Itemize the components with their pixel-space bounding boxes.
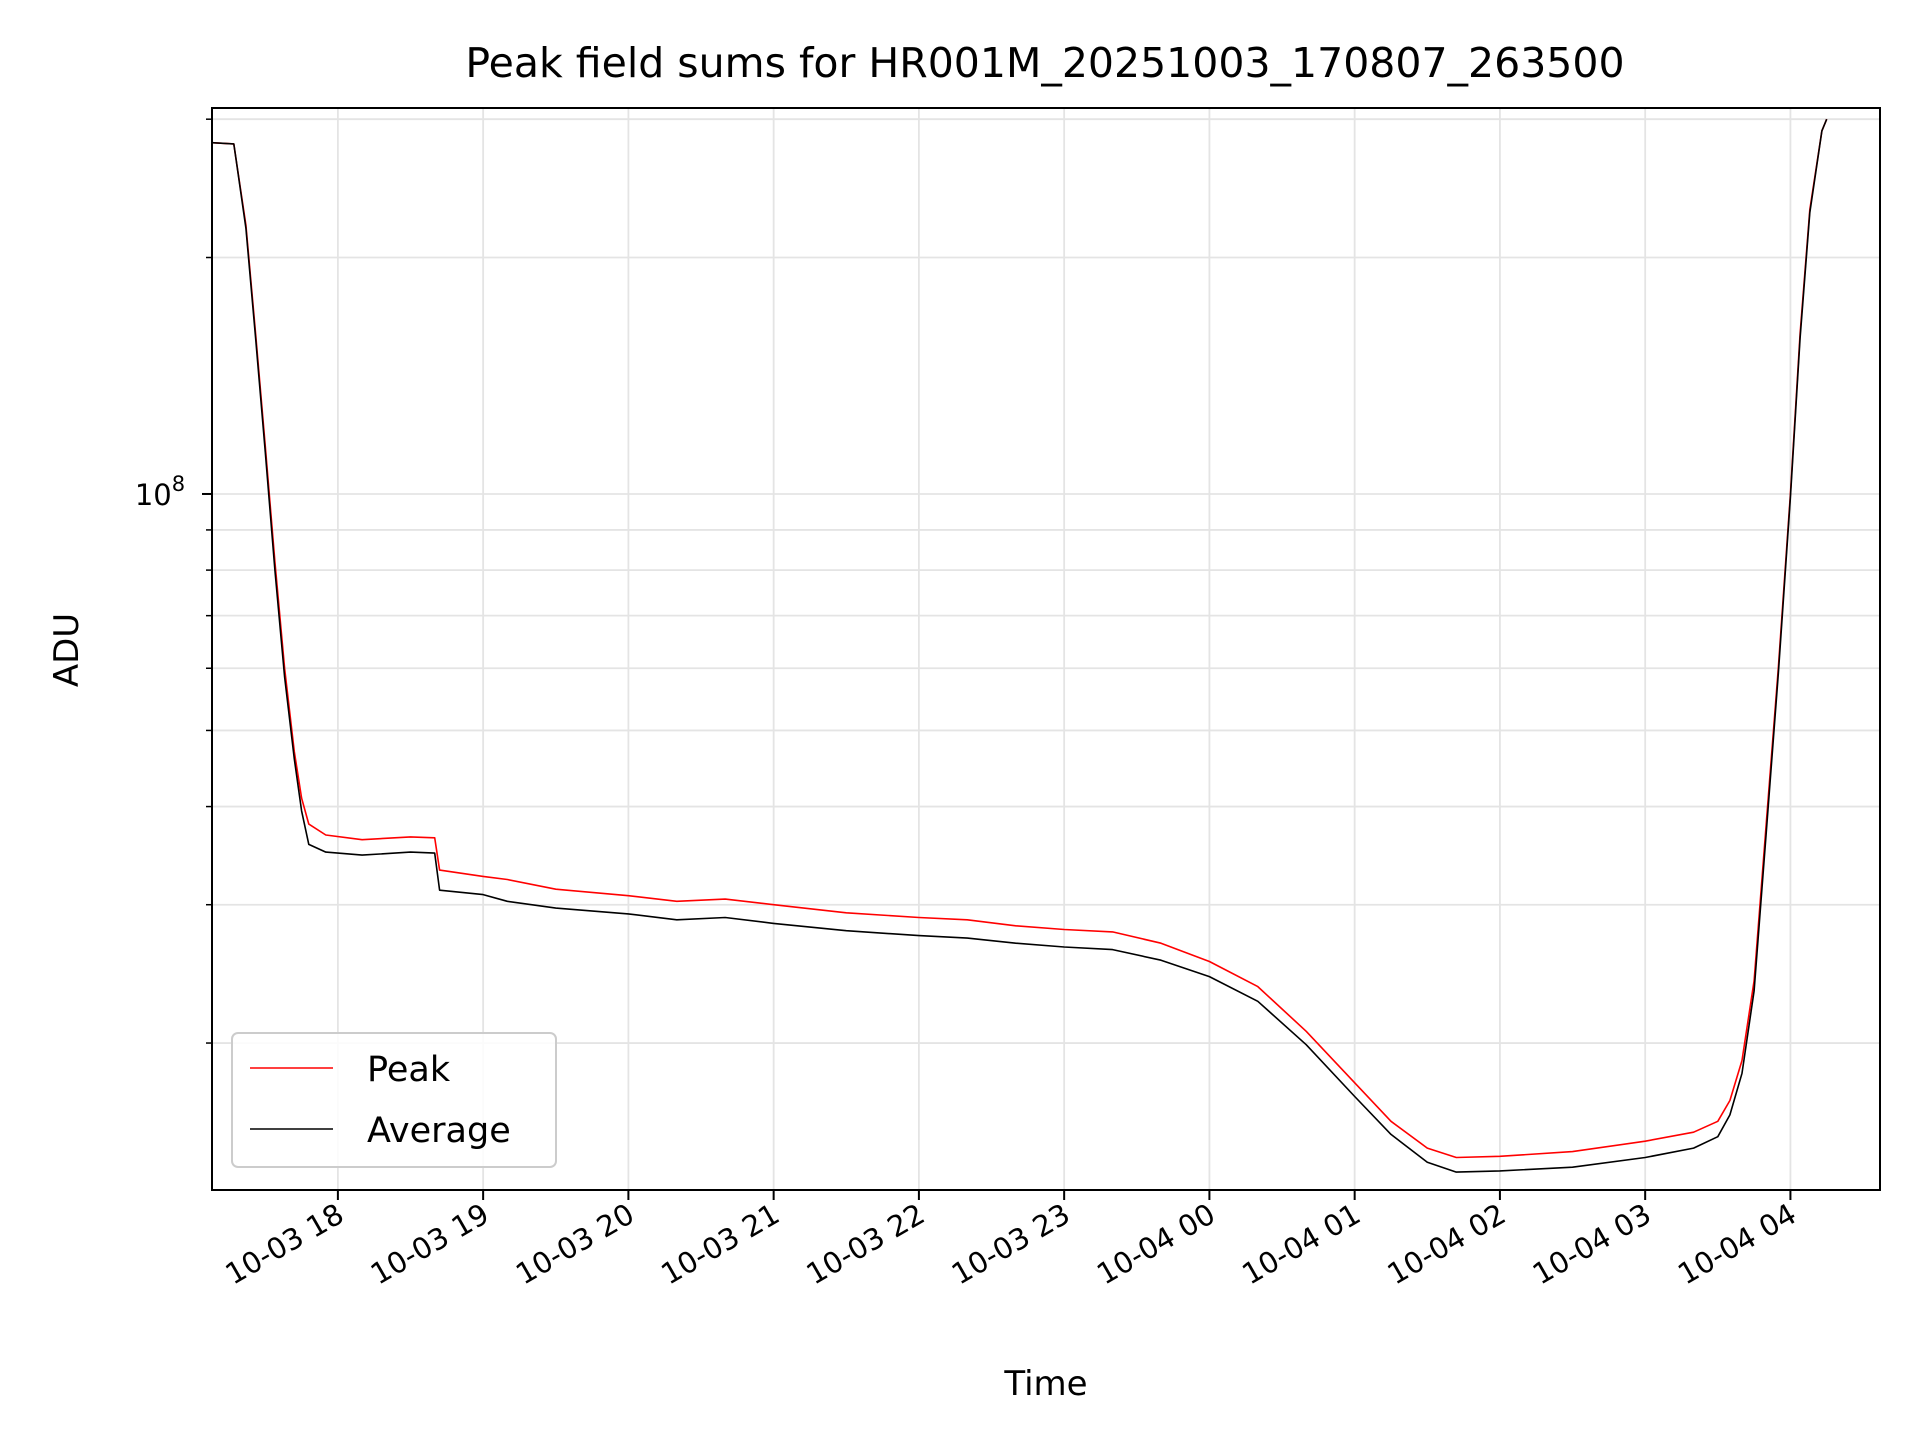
series-line-average xyxy=(212,118,1828,1173)
x-tick-label: 10-04 04 xyxy=(1672,1197,1802,1292)
x-tick-label: 10-03 22 xyxy=(800,1197,930,1292)
series-layer xyxy=(212,118,1828,1173)
x-tick-label: 10-03 19 xyxy=(365,1197,495,1292)
x-tick-label: 10-03 21 xyxy=(655,1197,785,1292)
x-tick-label: 10-04 01 xyxy=(1236,1197,1366,1292)
y-axis-label: ADU xyxy=(47,613,87,687)
x-tick-label: 10-03 20 xyxy=(510,1197,640,1292)
y-axis: 108 xyxy=(135,118,212,1044)
chart-title: Peak field sums for HR001M_20251003_1708… xyxy=(465,39,1624,87)
x-tick-label: 10-04 03 xyxy=(1527,1197,1657,1292)
x-tick-label: 10-04 02 xyxy=(1381,1197,1511,1292)
series-line-peak xyxy=(212,118,1828,1159)
x-axis: 10-03 18 10-03 19 10-03 20 10-03 21 10-03 22… xyxy=(219,1190,1802,1292)
x-tick-label: 10-04 00 xyxy=(1091,1197,1221,1292)
grid xyxy=(212,108,1880,1190)
y-tick-label: 108 xyxy=(135,472,185,512)
legend-label-average: Average xyxy=(367,1111,511,1151)
x-tick-label: 10-03 23 xyxy=(946,1197,1076,1292)
legend-box xyxy=(231,1032,557,1168)
legend: Peak Average xyxy=(231,1032,557,1168)
legend-label-peak: Peak xyxy=(367,1050,451,1090)
plot-frame xyxy=(211,107,1881,1191)
x-axis-label: Time xyxy=(1003,1364,1087,1404)
x-tick-label: 10-03 18 xyxy=(219,1197,349,1292)
